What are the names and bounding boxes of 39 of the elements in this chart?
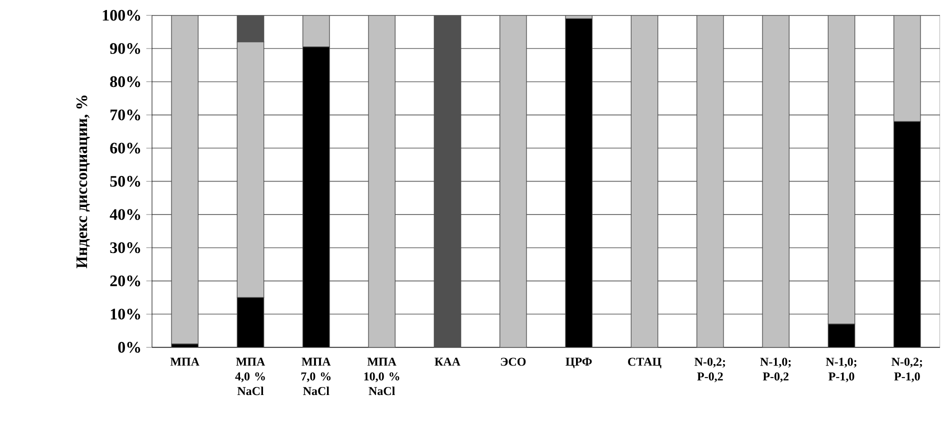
x-tick-label: СТАЦ: [628, 358, 662, 368]
y-tick-label: 70%: [110, 110, 140, 120]
x-tick-label: N-1,0; P-0,2: [760, 358, 791, 382]
x-tick-label: МПА 7,0 % NaCl: [301, 358, 331, 396]
bar: [500, 15, 527, 348]
y-tick-label: 90%: [110, 43, 140, 54]
bar: [236, 297, 264, 348]
y-axis-title: Индекс диссоциации, %: [76, 96, 90, 268]
bar: [696, 15, 724, 348]
y-tick-label: 40%: [110, 209, 140, 220]
x-tick-label: КАА: [434, 358, 460, 366]
bar: [828, 324, 856, 348]
x-tick-label: ЭСО: [500, 358, 526, 366]
bar: [236, 42, 264, 298]
bar: [565, 18, 593, 348]
x-tick-label: МПА: [170, 358, 200, 366]
x-tick-label: N-1,0; P-1,0: [826, 358, 856, 382]
x-tick-label: МПА 10,0 % NaCl: [364, 358, 400, 396]
y-tick-label: 50%: [110, 176, 140, 187]
bar: [368, 15, 396, 348]
bar: [302, 46, 330, 348]
y-tick-label: 60%: [110, 142, 140, 154]
bar: [828, 15, 856, 324]
bar: [762, 15, 790, 348]
x-tick-label: N-0,2; P-0,2: [694, 358, 726, 382]
y-tick-label: 0%: [118, 342, 140, 353]
y-tick-label: 80%: [110, 76, 140, 88]
bar: [894, 15, 921, 122]
y-tick-label: 30%: [110, 242, 140, 254]
bar: [302, 15, 330, 48]
y-tick-label: 100%: [102, 10, 140, 21]
bar: [630, 15, 658, 348]
bar: [171, 15, 199, 344]
x-tick-label: N-0,2; P-1,0: [892, 358, 922, 382]
bar: [894, 121, 921, 348]
x-tick-label: МПА 4,0 % NaCl: [235, 358, 266, 396]
y-tick-label: 20%: [110, 276, 140, 286]
y-tick-label: 10%: [110, 308, 140, 320]
x-tick-label: ЦРФ: [566, 358, 592, 368]
